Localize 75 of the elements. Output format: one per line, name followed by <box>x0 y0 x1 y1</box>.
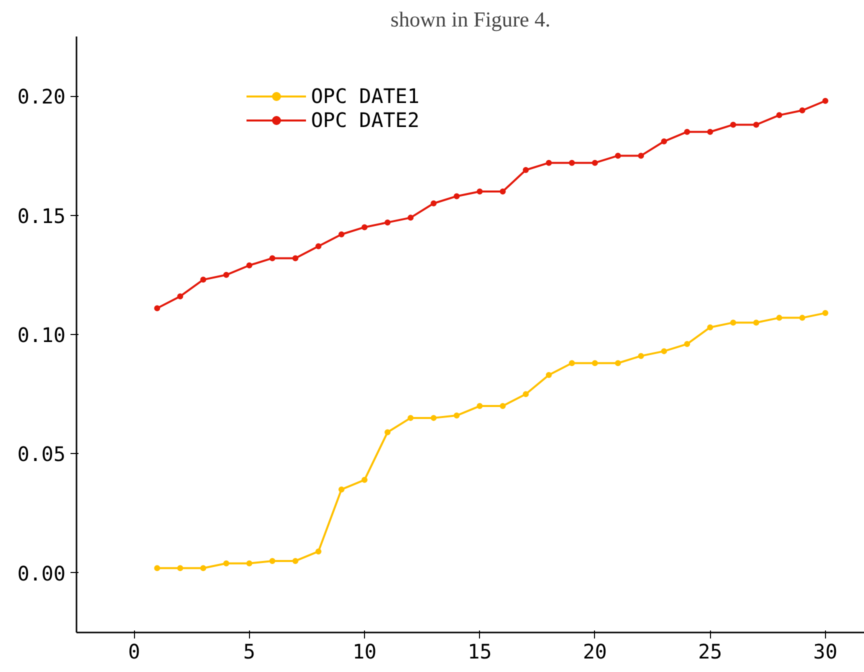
point <box>568 360 575 366</box>
legend-label: OPC DATE1 <box>311 84 420 108</box>
point <box>177 565 184 572</box>
point <box>614 360 621 366</box>
point <box>546 160 552 166</box>
point <box>476 403 483 410</box>
point <box>799 314 806 321</box>
point <box>430 414 437 421</box>
y-tick-label: 0.10 <box>17 323 66 347</box>
point <box>384 429 391 436</box>
point <box>614 152 621 159</box>
y-tick-label: 0.15 <box>17 204 66 228</box>
point <box>384 219 391 226</box>
point <box>661 138 668 144</box>
point <box>315 243 322 250</box>
point <box>638 152 644 159</box>
point <box>684 128 690 135</box>
point <box>776 112 782 118</box>
point <box>546 372 552 378</box>
point <box>200 565 206 572</box>
point <box>315 548 322 554</box>
x-tick-label: 25 <box>698 640 722 664</box>
point <box>776 314 782 321</box>
point <box>476 188 483 194</box>
point <box>292 558 298 564</box>
point <box>223 560 230 566</box>
point <box>292 255 298 262</box>
point <box>177 293 184 300</box>
point <box>822 310 828 316</box>
point <box>707 128 714 135</box>
point <box>454 193 460 200</box>
x-tick-label: 5 <box>243 640 256 664</box>
text: shown in Figure 4. <box>390 8 550 32</box>
point <box>454 412 460 419</box>
point <box>730 122 736 128</box>
point <box>362 224 368 230</box>
point <box>223 272 230 278</box>
point <box>638 352 644 359</box>
y-tick-label: 0.20 <box>17 84 66 109</box>
point <box>684 341 690 348</box>
point <box>592 160 598 166</box>
point <box>200 276 206 283</box>
point <box>592 360 598 366</box>
x-tick-label: 15 <box>468 640 492 664</box>
point <box>338 231 344 238</box>
point <box>707 324 714 330</box>
x-tick-label: 30 <box>813 640 838 664</box>
point <box>753 122 760 128</box>
point <box>430 200 437 206</box>
point <box>154 305 160 312</box>
point <box>661 348 668 354</box>
point <box>338 486 344 492</box>
legend-label: OPC DATE2 <box>311 108 420 132</box>
point <box>500 403 506 410</box>
point <box>269 255 276 262</box>
point <box>753 320 760 326</box>
point <box>269 558 276 564</box>
point <box>522 167 529 173</box>
point <box>408 414 414 421</box>
y-tick-label: 0.00 <box>17 561 66 586</box>
y-tick-label: 0.05 <box>17 442 66 466</box>
point <box>154 565 160 572</box>
point <box>822 98 828 104</box>
x-tick-label: 10 <box>352 640 377 664</box>
point <box>500 188 506 194</box>
point <box>568 160 575 166</box>
point <box>246 560 252 566</box>
point <box>730 320 736 326</box>
point <box>522 391 529 398</box>
x-tick-label: 0 <box>128 640 140 664</box>
point <box>799 107 806 114</box>
point <box>246 262 252 268</box>
point <box>362 476 368 483</box>
point <box>408 214 414 221</box>
x-tick-label: 20 <box>582 640 607 664</box>
